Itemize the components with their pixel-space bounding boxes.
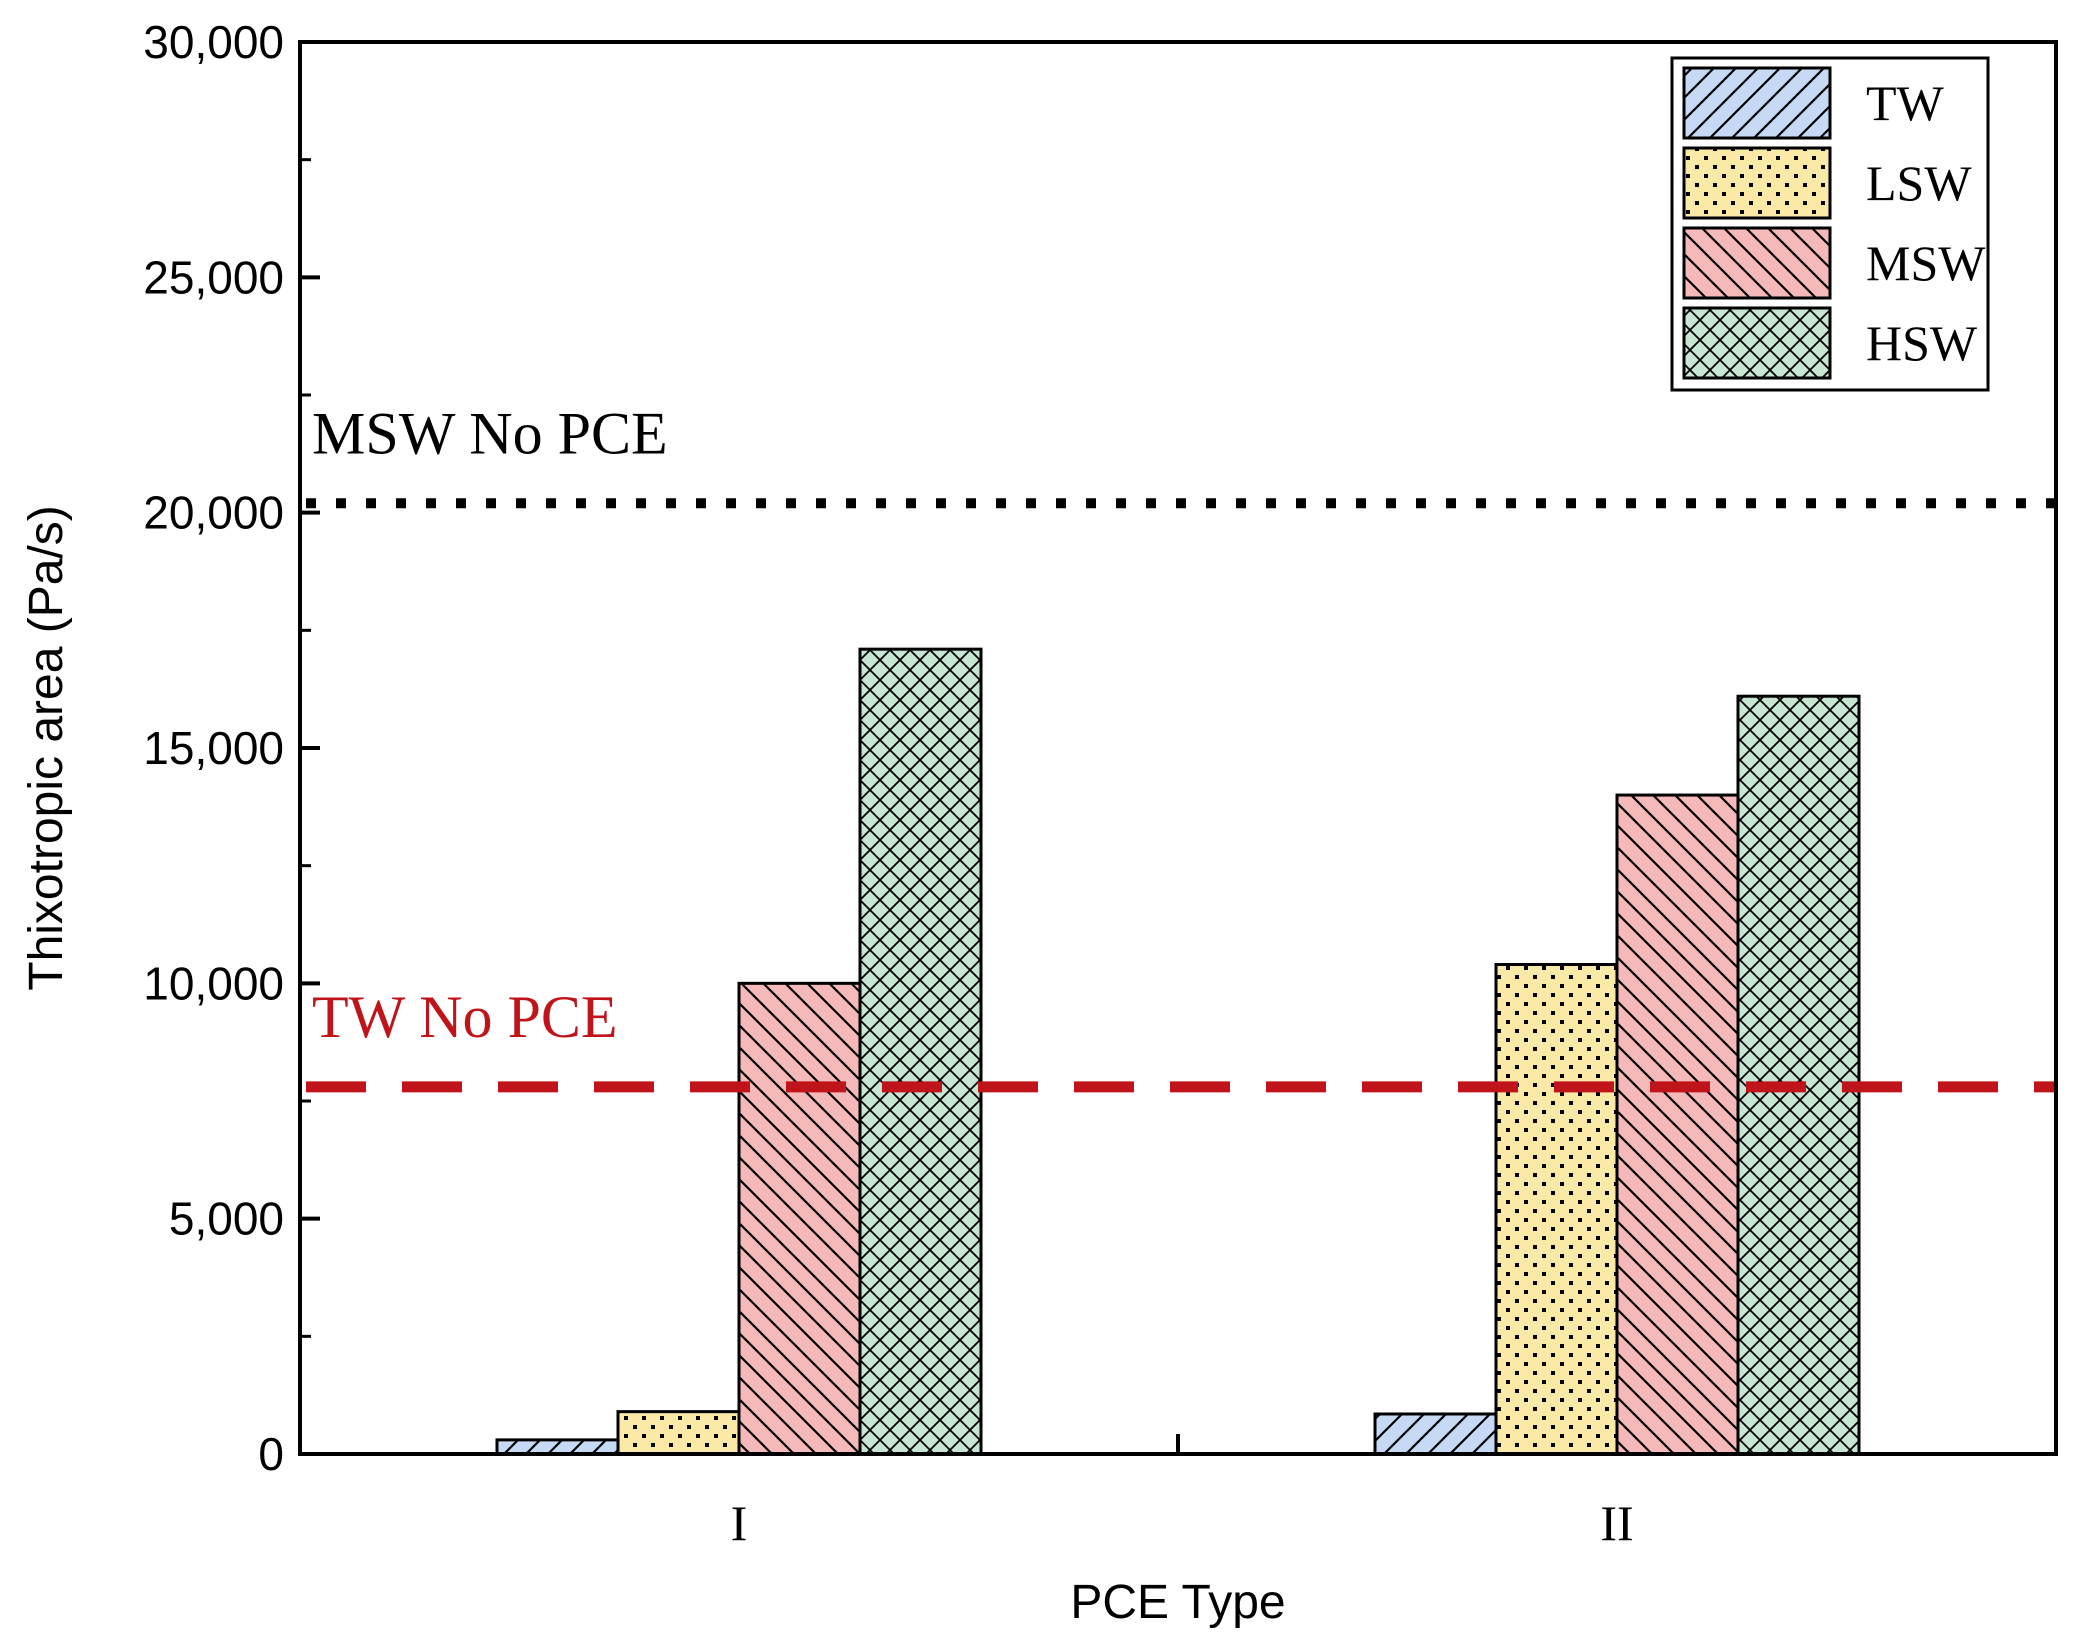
x-tick-label: II (1600, 1495, 1633, 1551)
y-axis: 0 5,000 10,000 15,000 20,000 25,000 30,000 (143, 16, 320, 1480)
x-tick-label: I (731, 1495, 748, 1551)
reference-lines-layer: MSW No PCE TW No PCE (306, 400, 2056, 1093)
legend-swatch-tw (1682, 66, 1832, 140)
bar-msw-i (737, 981, 862, 1456)
y-tick-label: 0 (258, 1428, 284, 1480)
y-tick-label: 10,000 (143, 957, 284, 1009)
y-tick-label: 5,000 (169, 1193, 284, 1245)
bar-lsw-ii (1494, 963, 1619, 1456)
bars-layer (495, 647, 1861, 1456)
bar-hsw-ii (1736, 694, 1861, 1456)
legend-label: LSW (1866, 155, 1972, 211)
reference-label: MSW No PCE (312, 400, 668, 466)
bar-lsw-i (616, 1410, 741, 1456)
y-tick-label: 20,000 (143, 487, 284, 539)
legend-swatch-msw (1682, 226, 1832, 300)
bar-tw-ii (1373, 1412, 1498, 1456)
bar-msw-ii (1615, 793, 1740, 1456)
legend-label: HSW (1866, 315, 1978, 371)
y-tick-label: 30,000 (143, 16, 284, 68)
y-axis-title: Thixotropic area (Pa/s) (20, 505, 73, 991)
legend: TW LSW MSW HSW (1670, 56, 1990, 392)
y-tick-label: 25,000 (143, 251, 284, 303)
reference-label: TW No PCE (312, 984, 618, 1050)
legend-label: MSW (1866, 235, 1986, 291)
y-tick-label: 15,000 (143, 722, 284, 774)
bar-hsw-i (858, 647, 983, 1456)
legend-swatch-lsw (1682, 146, 1832, 220)
x-axis: I II (731, 1434, 1634, 1551)
legend-label: TW (1866, 75, 1945, 131)
legend-swatch-hsw (1682, 306, 1832, 380)
bar-tw-i (495, 1438, 620, 1456)
x-axis-title: PCE Type (1070, 1576, 1285, 1629)
